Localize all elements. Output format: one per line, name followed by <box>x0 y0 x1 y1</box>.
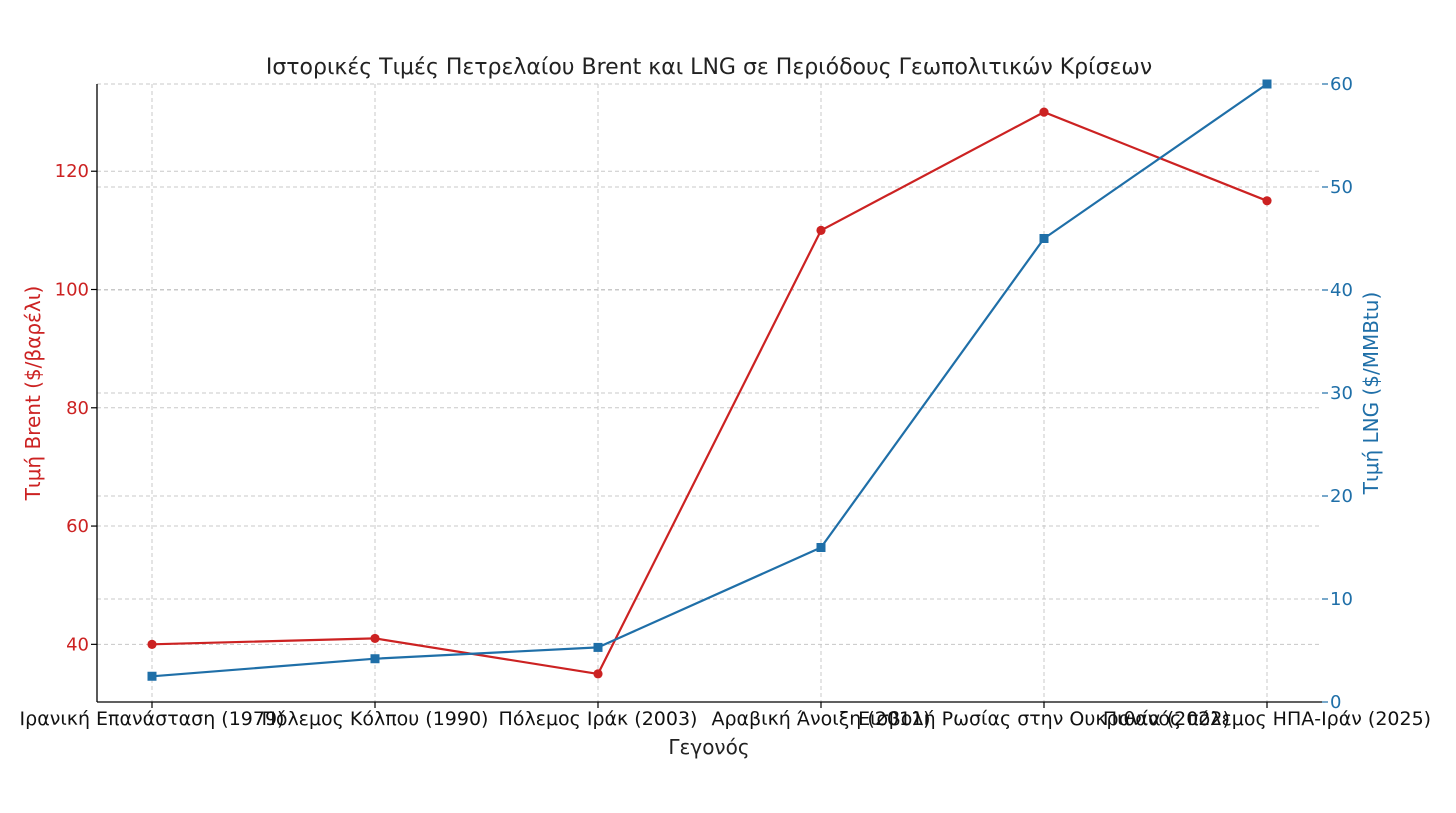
chart-title: Ιστορικές Τιμές Πετρελαίου Brent και LNG… <box>266 55 1152 80</box>
data-point-brent <box>370 633 380 644</box>
data-point-lng <box>1262 79 1272 89</box>
right-tick-label: 10 <box>1330 589 1353 610</box>
x-axis-label: Γεγονός <box>668 735 749 759</box>
data-point-brent <box>1262 196 1272 206</box>
x-tick-label: Πόλεμος Κόλπου (1990) <box>262 708 489 730</box>
left-tick-label: 60 <box>66 516 89 537</box>
data-point-brent <box>1039 107 1049 117</box>
x-tick-label: Εισβολή Ρωσίας στην Ουκρανία (2022) <box>858 708 1230 730</box>
data-point-lng <box>593 642 603 652</box>
series-line-lng <box>151 83 1268 678</box>
data-point-lng <box>816 543 826 552</box>
left-axis-label: Τιμή Brent ($/βαρέλι) <box>21 286 45 502</box>
right-tick-label: 30 <box>1330 383 1353 404</box>
right-tick-label: 20 <box>1330 486 1353 507</box>
x-tick-label: Πιθανός πόλεμος ΗΠΑ-Ιράν (2025) <box>1103 708 1431 730</box>
x-tick-label: Πόλεμος Ιράκ (2003) <box>499 708 698 730</box>
right-tick-label: 0 <box>1330 692 1341 713</box>
right-tick-label: 60 <box>1330 74 1353 95</box>
ticks-layer: 40 60 80 100 120 0 10 20 30 40 50 60 Ιρανική Επανάστ… <box>20 74 1432 730</box>
data-point-brent <box>147 639 157 649</box>
data-point-lng <box>370 654 380 664</box>
right-tick-label: 40 <box>1330 280 1353 301</box>
left-tick-label: 120 <box>55 161 89 182</box>
data-point-brent <box>816 225 826 235</box>
grid-layer <box>97 83 1322 703</box>
x-tick-label: Αραβική Άνοιξη (2011) <box>711 708 930 730</box>
x-tick-label: Ιρανική Επανάσταση (1979) <box>20 708 285 730</box>
left-tick-label: 40 <box>66 634 89 655</box>
data-point-lng <box>147 671 157 681</box>
right-axis-label: Τιμή LNG ($/MMBtu) <box>1359 292 1383 496</box>
left-tick-label: 100 <box>55 280 89 301</box>
right-tick-label: 50 <box>1330 177 1353 198</box>
series-layer <box>147 79 1272 681</box>
series-line-brent <box>151 110 1268 676</box>
left-tick-label: 80 <box>66 398 89 419</box>
axes-spines <box>96 84 1322 703</box>
data-point-lng <box>1039 234 1049 243</box>
data-point-brent <box>593 669 603 679</box>
